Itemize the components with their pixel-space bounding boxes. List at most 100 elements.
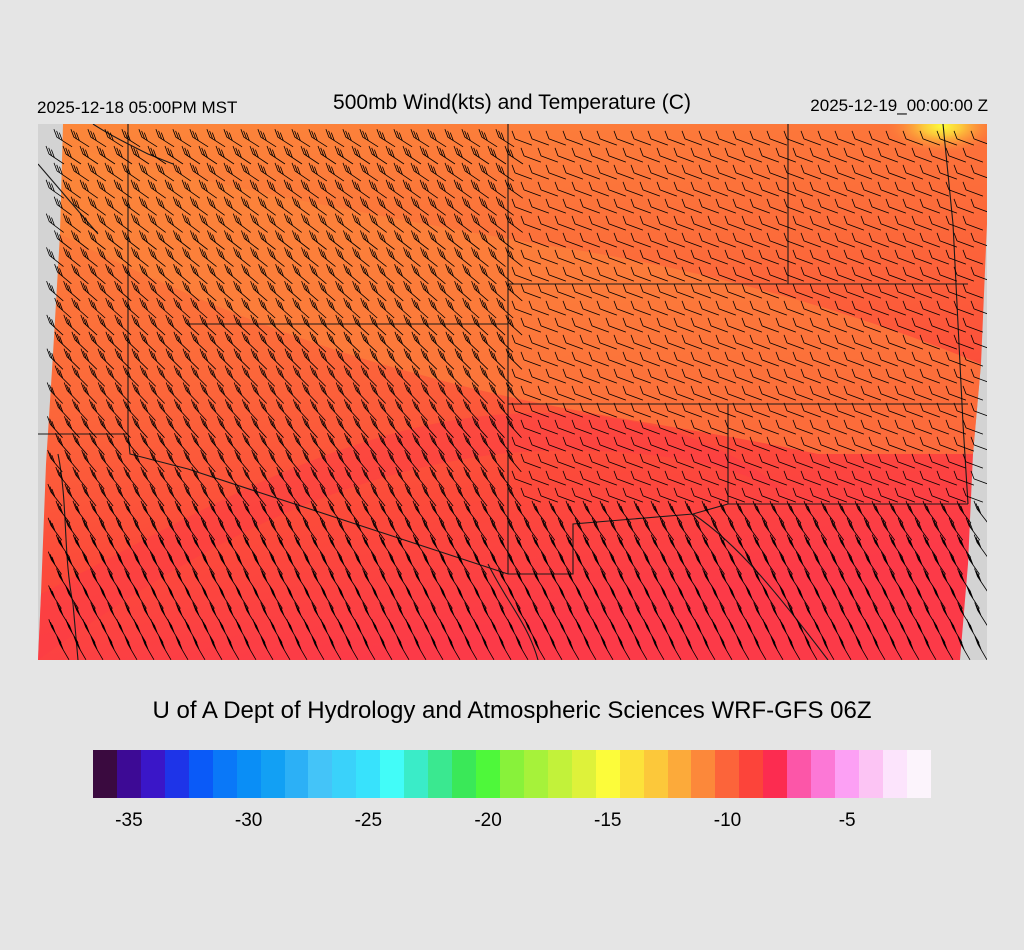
wind-barb	[766, 232, 788, 248]
wind-barb	[953, 198, 975, 214]
wind-barb	[344, 534, 360, 558]
wind-barb	[81, 449, 97, 473]
colorbar-swatch	[523, 750, 548, 798]
wind-barb	[497, 500, 513, 524]
wind-barb	[166, 517, 182, 541]
wind-barb	[749, 198, 771, 214]
wind-barb	[962, 181, 984, 197]
wind-barb	[360, 297, 378, 319]
wind-barb	[915, 585, 929, 609]
wind-barb	[190, 365, 208, 387]
wind-barb	[479, 331, 497, 353]
wind-barb	[114, 247, 132, 267]
wind-barb	[122, 331, 140, 353]
wind-barb	[292, 399, 309, 421]
wind-barb	[207, 264, 225, 285]
wind-barb	[241, 331, 259, 353]
wind-barb	[690, 283, 712, 299]
wind-barb	[885, 470, 907, 486]
wind-barb	[123, 433, 139, 456]
wind-barb	[639, 181, 661, 197]
wind-barb	[472, 517, 488, 541]
wind-barb	[800, 164, 822, 180]
wind-barb	[843, 283, 865, 299]
wind-barb	[651, 602, 665, 626]
wind-barb	[53, 196, 72, 216]
wind-barb	[489, 416, 505, 438]
wind-barb	[616, 500, 632, 524]
wind-barb	[596, 436, 618, 452]
wind-barb	[302, 483, 318, 507]
wind-barb	[481, 602, 495, 626]
wind-barb	[634, 636, 648, 660]
wind-barb	[515, 602, 529, 626]
wind-barb	[292, 230, 310, 250]
colorbar-swatch	[787, 750, 812, 798]
wind-barb	[647, 436, 669, 452]
wind-barb	[165, 314, 183, 336]
wind-barb	[140, 466, 156, 490]
wind-barb	[596, 266, 618, 282]
wind-barb	[80, 382, 97, 404]
wind-barb	[949, 619, 963, 643]
wind-barb	[140, 534, 156, 558]
wind-barb	[269, 619, 283, 643]
wind-barb	[445, 264, 463, 285]
wind-barb	[157, 433, 173, 456]
wind-barb	[928, 487, 950, 503]
wind-barb	[817, 436, 839, 452]
wind-barb	[438, 416, 454, 438]
wind-barb	[545, 300, 567, 316]
wind-barb	[936, 130, 958, 146]
wind-barb	[766, 130, 788, 146]
wind-barb	[902, 130, 924, 146]
wind-barb	[880, 551, 895, 575]
wind-barb	[428, 331, 446, 353]
wind-barb	[829, 517, 845, 541]
wind-barb	[885, 300, 907, 316]
wind-barb	[605, 419, 627, 435]
wind-barb	[234, 449, 250, 473]
wind-barb	[735, 534, 751, 558]
wind-barb	[130, 179, 150, 199]
wind-barb	[353, 517, 369, 541]
wind-barb	[149, 449, 165, 473]
wind-barb	[371, 585, 385, 609]
wind-barb	[251, 449, 267, 473]
wind-barb	[158, 602, 172, 626]
wind-barb	[335, 314, 353, 336]
wind-barb	[72, 466, 88, 490]
wind-barb	[241, 230, 259, 250]
wind-barb	[504, 213, 523, 233]
wind-barb	[566, 602, 580, 626]
wind-barb	[507, 619, 521, 643]
wind-barb	[215, 179, 235, 199]
wind-barb	[506, 449, 522, 473]
wind-barb	[566, 636, 580, 660]
wind-barb	[394, 264, 412, 285]
wind-barb	[664, 334, 686, 350]
wind-barb	[172, 129, 192, 148]
wind-barb	[504, 179, 524, 199]
wind-barb	[847, 619, 861, 643]
wind-barb	[579, 164, 601, 180]
wind-barb	[741, 419, 763, 435]
wind-barb	[430, 568, 444, 592]
wind-barb	[63, 280, 81, 302]
wind-barb	[860, 419, 882, 435]
wind-barb	[778, 517, 794, 541]
wind-barb	[393, 129, 413, 148]
wind-barb	[394, 399, 411, 421]
wind-barb	[200, 517, 216, 541]
wind-barb	[243, 568, 257, 592]
wind-barb	[104, 196, 123, 216]
wind-barb	[243, 602, 257, 626]
wind-barb	[613, 266, 635, 282]
wind-barb	[497, 534, 513, 558]
wind-barb	[412, 433, 428, 456]
wind-barb	[877, 215, 899, 231]
wind-barb	[554, 487, 576, 503]
wind-barb	[809, 215, 831, 231]
wind-barb	[537, 453, 559, 469]
wind-barb	[735, 500, 751, 524]
